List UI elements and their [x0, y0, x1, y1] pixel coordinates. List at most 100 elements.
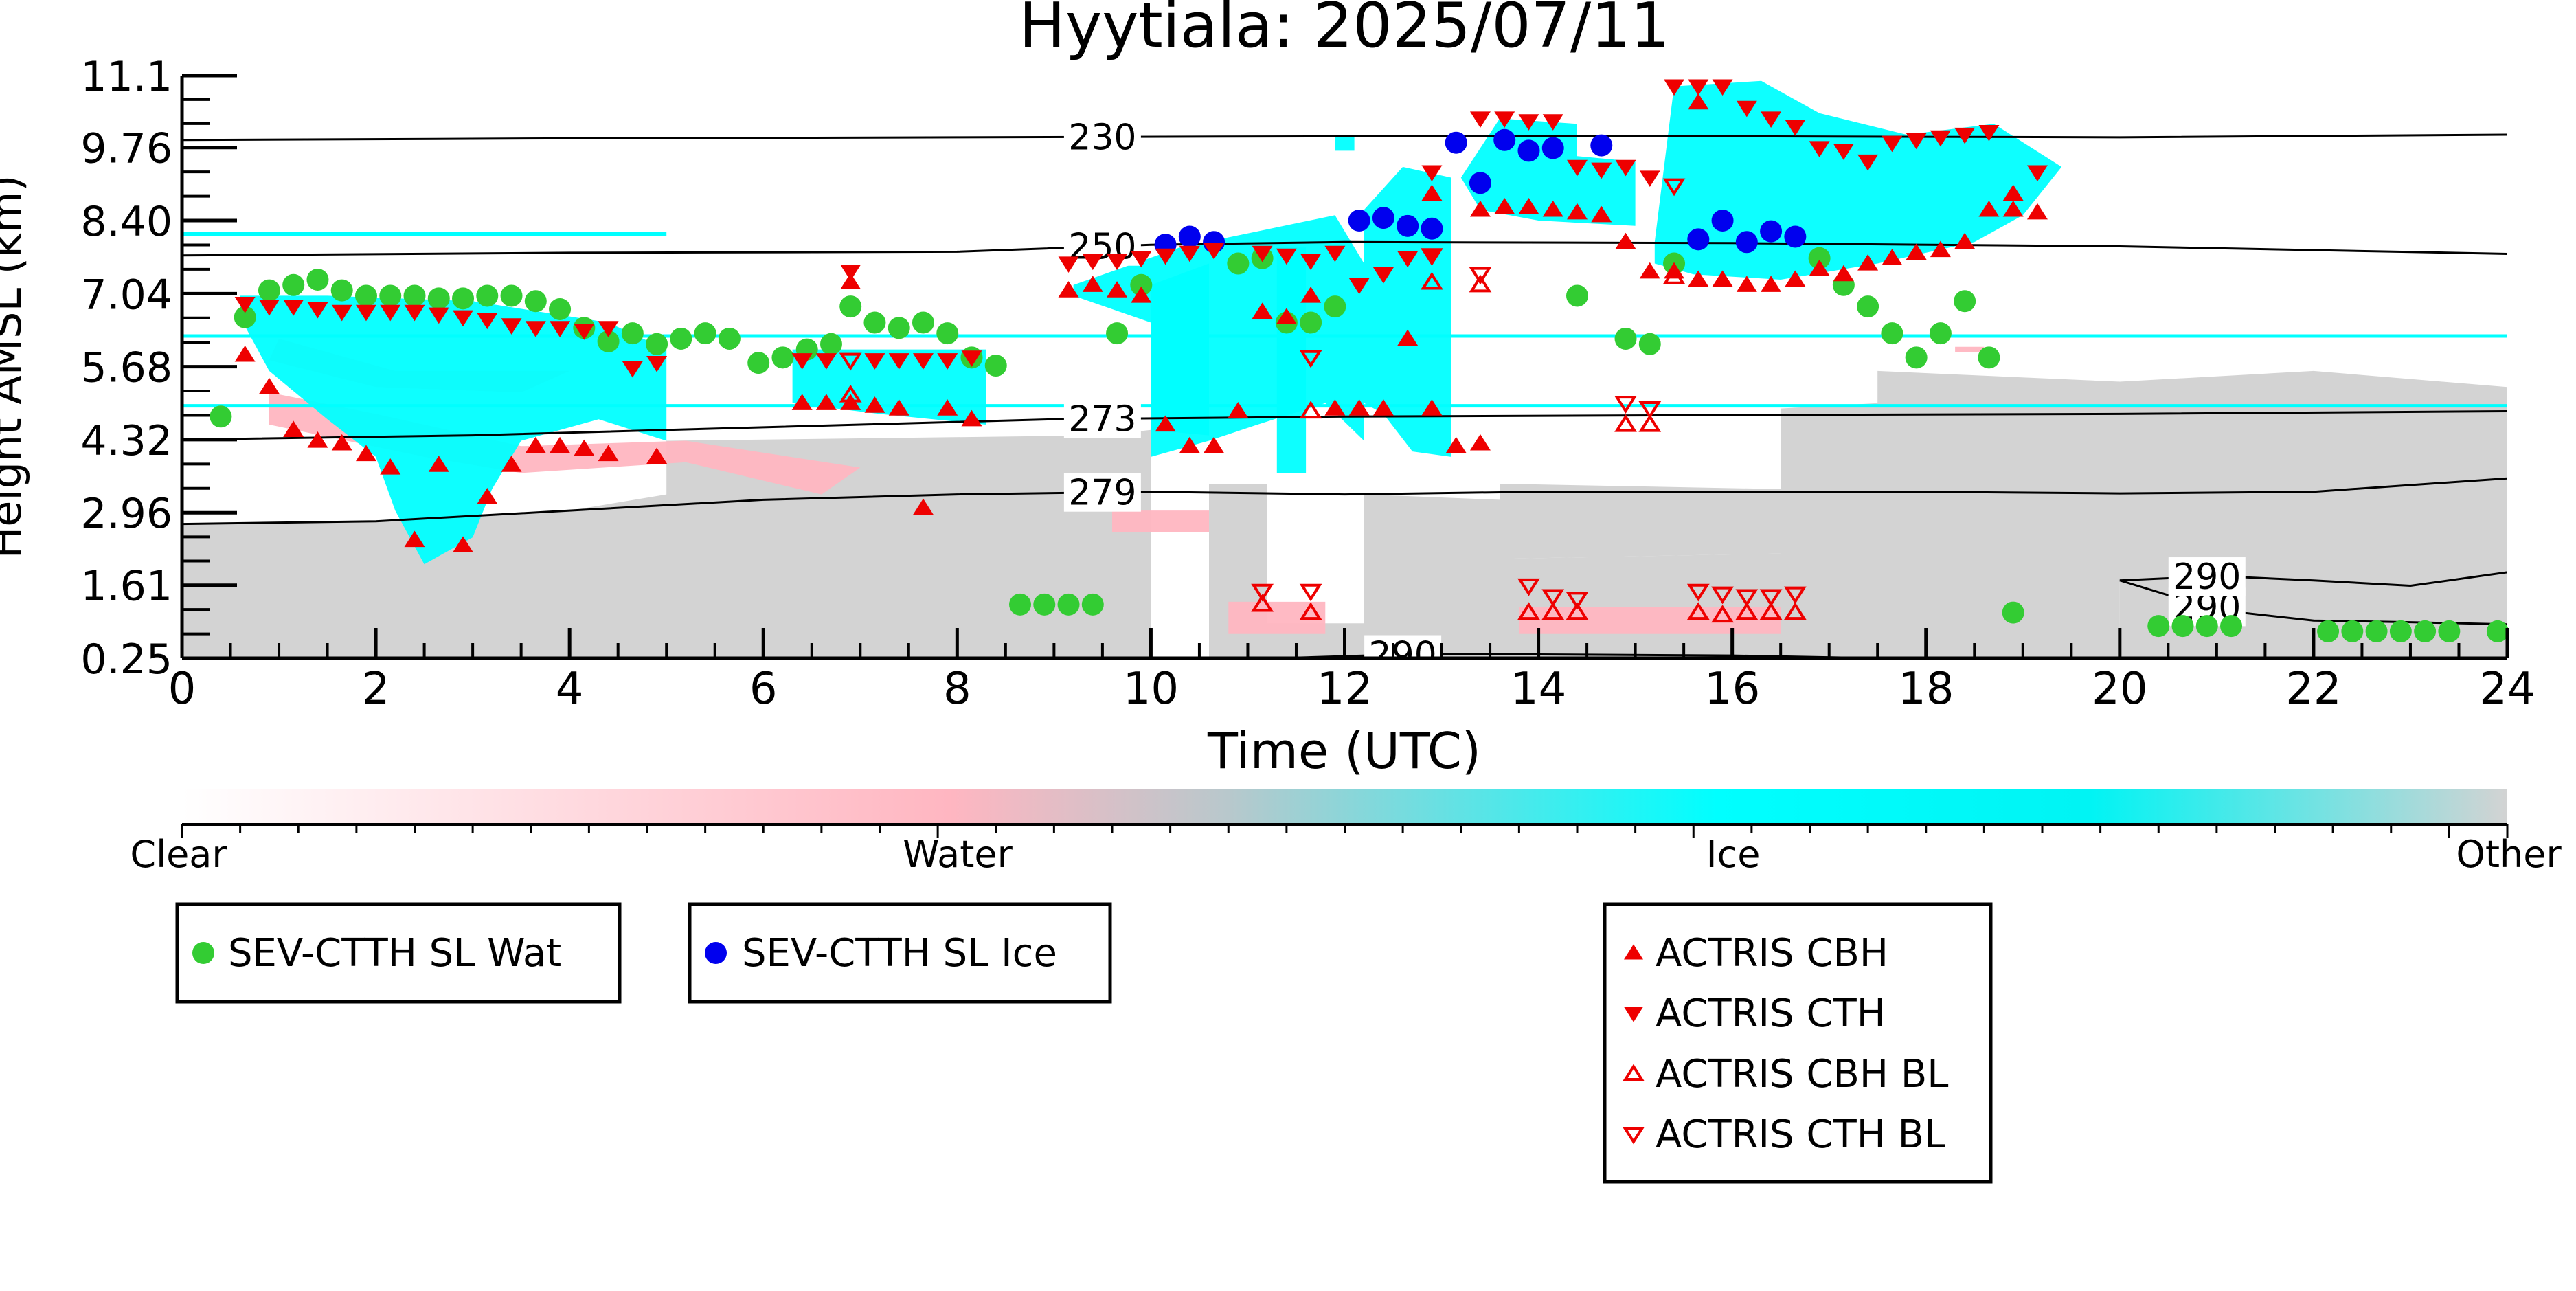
- marker-actris-cth: [1276, 248, 1297, 265]
- colorbar-label-ice: Ice: [1706, 833, 1761, 876]
- marker-actris-cth: [1421, 248, 1443, 265]
- marker-sev-ctth-sl-ice: [1372, 207, 1394, 229]
- marker-actris-cbh: [1445, 436, 1467, 453]
- marker-actris-cbh: [1542, 200, 1563, 217]
- marker-actris-cth: [234, 297, 256, 313]
- legend-label-actris-cth-bl: ACTRIS CTH BL: [1656, 1112, 1945, 1157]
- axis-layer: 0 2 4 6 8 10 12 14 16 18 20 22 240.251.612.964.325.6…: [80, 53, 2535, 715]
- marker-actris-cbh: [1978, 200, 2000, 217]
- marker-actris-cth: [1882, 135, 1903, 153]
- marker-sev-ctth-sl-wat: [1300, 311, 1322, 334]
- marker-actris-cbh-bl: [1469, 274, 1492, 293]
- marker-actris-cth: [1107, 254, 1128, 271]
- marker-actris-cbh: [1324, 399, 1346, 416]
- x-tick-label: 12: [1317, 664, 1372, 715]
- marker-actris-cth: [1857, 154, 1879, 171]
- marker-actris-cth: [1591, 162, 1612, 179]
- marker-actris-cbh-bl: [839, 384, 862, 403]
- marker-sev-ctth-sl-wat: [839, 295, 862, 318]
- marker-sev-ctth-sl-wat: [1130, 273, 1153, 296]
- cloud-region-ice: [1654, 80, 2062, 280]
- marker-actris-cbh-bl: [1638, 414, 1662, 432]
- y-axis-label: Height AMSL (km): [0, 175, 31, 559]
- marker-actris-cbh: [307, 431, 328, 448]
- marker-sev-ctth-sl-wat: [2486, 620, 2509, 642]
- marker-actris-cbh-bl: [1735, 602, 1759, 620]
- marker-sev-ctth-sl-wat: [1324, 295, 1346, 318]
- marker-actris-cth: [1615, 159, 1636, 177]
- marker-sev-ctth-sl-wat: [2195, 615, 2218, 638]
- cloud-region-water: [1955, 346, 1985, 352]
- x-axis-label: Time (UTC): [1207, 722, 1481, 780]
- legend-label-actris-cth: ACTRIS CTH: [1656, 991, 1886, 1036]
- marker-actris-cbh: [1397, 329, 1419, 346]
- legend-label-sev-ice: SEV-CTTH SL Ice: [742, 931, 1057, 976]
- marker-actris-cbh: [355, 445, 376, 462]
- marker-actris-cth: [840, 265, 861, 281]
- marker-actris-cbh: [937, 399, 958, 416]
- marker-actris-cth: [1542, 114, 1563, 131]
- marker-sev-ctth-sl-wat: [597, 330, 620, 352]
- x-tick-label: 16: [1704, 664, 1760, 715]
- marker-sev-ctth-sl-wat: [210, 405, 232, 428]
- marker-actris-cbh: [1204, 436, 1225, 453]
- legend-marker-sev-ice: [705, 942, 727, 964]
- marker-actris-cbh: [550, 436, 571, 453]
- marker-actris-cbh: [1615, 232, 1636, 249]
- marker-actris-cth-bl: [1759, 589, 1783, 607]
- legend-marker-actris-2: [1623, 1064, 1645, 1081]
- marker-actris-cbh: [961, 409, 982, 427]
- marker-actris-cbh-bl: [1686, 602, 1710, 620]
- x-tick-label: 20: [2092, 664, 2147, 715]
- marker-actris-cbh: [1688, 93, 1709, 110]
- marker-sev-ctth-sl-ice: [1735, 231, 1758, 254]
- marker-sev-ctth-sl-wat: [354, 284, 377, 307]
- cloud-region-ice: [240, 295, 667, 565]
- marker-actris-cbh: [404, 530, 425, 548]
- marker-sev-ctth-sl-wat: [234, 306, 256, 328]
- marker-sev-ctth-sl-wat: [670, 327, 692, 350]
- marker-actris-cbh: [331, 434, 352, 451]
- marker-sev-ctth-sl-ice: [1445, 131, 1467, 154]
- marker-sev-ctth-sl-wat: [1614, 327, 1637, 350]
- marker-actris-cth-bl: [1299, 583, 1322, 602]
- marker-actris-cbh: [428, 456, 449, 472]
- marker-actris-cbh: [574, 439, 595, 456]
- marker-sev-ctth-sl-ice: [1687, 228, 1710, 251]
- marker-actris-cth: [550, 321, 571, 337]
- x-tick-label: 8: [943, 664, 971, 715]
- cloud-region-ice: [1364, 166, 1451, 457]
- marker-actris-cth: [815, 353, 837, 370]
- marker-actris-cth: [1348, 278, 1370, 295]
- colorbar-gradient: [182, 789, 2507, 824]
- marker-sev-ctth-sl-wat: [936, 322, 959, 345]
- marker-actris-cth: [404, 304, 425, 322]
- marker-sev-ctth-sl-wat: [1954, 290, 1976, 313]
- marker-actris-cbh: [1857, 254, 1879, 271]
- isotherm-label-bg: [1063, 117, 1141, 157]
- isotherm-label: 273: [1068, 399, 1136, 440]
- marker-actris-cbh: [1785, 270, 1806, 287]
- colorbar-ticks: [181, 824, 2509, 838]
- marker-actris-cbh: [1348, 399, 1370, 416]
- marker-actris-cth: [525, 321, 546, 337]
- marker-sev-ctth-sl-wat: [1978, 346, 2000, 369]
- marker-actris-cbh-bl: [1662, 266, 1686, 284]
- marker-actris-cth-bl: [1735, 589, 1759, 607]
- marker-sev-ctth-sl-wat: [2438, 620, 2461, 642]
- marker-sev-ctth-sl-wat: [820, 333, 842, 355]
- marker-actris-cbh: [1809, 259, 1830, 276]
- marker-actris-cbh: [888, 399, 909, 416]
- marker-actris-cth: [1736, 100, 1757, 117]
- y-tick-label: 8.40: [80, 198, 172, 246]
- legend-marker-actris-0: [1624, 944, 1643, 960]
- marker-actris-cth: [1131, 251, 1152, 268]
- marker-sev-ctth-sl-wat: [2365, 620, 2388, 642]
- marker-sev-ctth-sl-wat: [403, 284, 426, 307]
- marker-actris-cbh: [912, 498, 934, 515]
- marker-sev-ctth-sl-ice: [1469, 172, 1491, 194]
- y-tick-label: 2.96: [80, 490, 172, 538]
- isotherm-line: [182, 240, 2507, 257]
